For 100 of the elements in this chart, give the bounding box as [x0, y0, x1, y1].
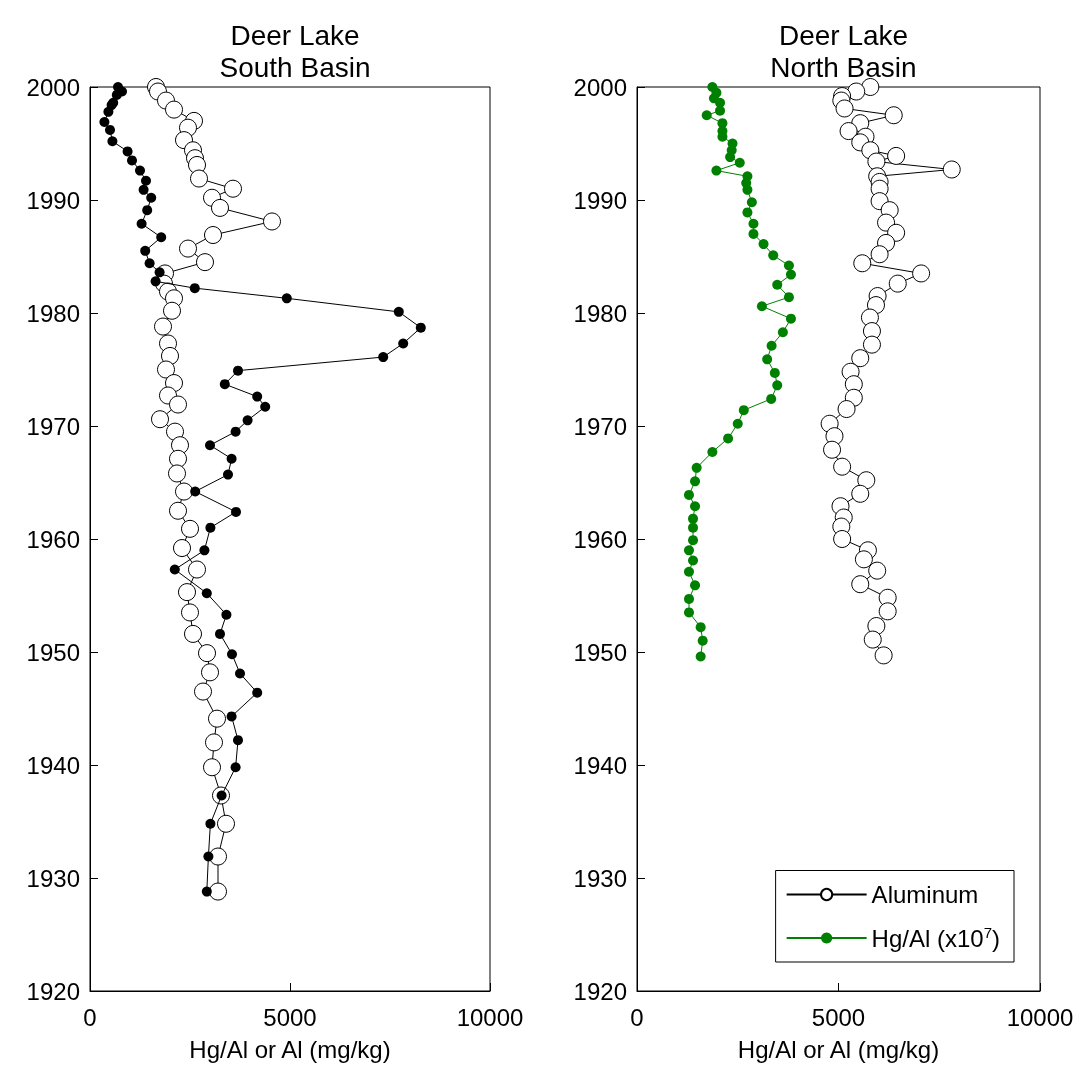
point [189, 283, 200, 294]
point [144, 258, 155, 269]
point [847, 82, 866, 101]
point [230, 426, 241, 437]
x-tick-label: 5000 [263, 1003, 317, 1031]
point [141, 175, 151, 186]
point [690, 501, 701, 512]
point [223, 469, 233, 480]
point [196, 253, 214, 272]
chart-title: Deer Lake South Basin [219, 19, 371, 83]
y-tick-label: 1930 [26, 864, 80, 892]
point [203, 851, 214, 862]
point [146, 192, 157, 203]
point [684, 593, 694, 604]
point [233, 735, 243, 746]
point [179, 239, 197, 258]
point [746, 197, 757, 208]
point [205, 818, 216, 829]
point [281, 293, 292, 304]
point [198, 644, 216, 663]
point [211, 198, 229, 217]
y-tick-label: 2000 [26, 73, 80, 101]
point [701, 110, 712, 121]
point [378, 352, 389, 363]
point [870, 245, 889, 264]
point [833, 457, 852, 476]
point [688, 513, 699, 524]
point [105, 124, 115, 135]
point [742, 207, 753, 218]
point [942, 160, 961, 179]
point [188, 560, 206, 579]
point [697, 635, 708, 646]
point [201, 663, 219, 682]
point [201, 588, 212, 599]
point [166, 422, 184, 441]
point [766, 393, 777, 404]
point [209, 882, 227, 901]
point [912, 264, 931, 283]
point [684, 545, 694, 556]
point [178, 583, 196, 602]
point [169, 449, 187, 468]
point [156, 232, 167, 243]
point [181, 519, 199, 538]
point [874, 646, 893, 665]
point [762, 354, 773, 365]
point [868, 561, 887, 580]
point [242, 415, 253, 426]
point [169, 564, 180, 575]
point [777, 327, 788, 338]
x-tick-label: 10000 [456, 1003, 524, 1031]
point [205, 522, 216, 533]
point [204, 226, 222, 245]
point [756, 301, 767, 312]
point [168, 464, 186, 483]
point [888, 274, 907, 293]
point [862, 335, 881, 354]
point [732, 418, 743, 429]
chart-title: Deer Lake North Basin [770, 19, 917, 83]
point [853, 254, 872, 273]
y-tick-label: 1970 [573, 412, 627, 440]
point [203, 758, 221, 777]
point [252, 687, 263, 698]
point [688, 535, 699, 546]
point [863, 630, 882, 649]
point [181, 603, 199, 622]
point [233, 365, 243, 376]
point [173, 539, 191, 558]
point [748, 218, 759, 229]
point [878, 602, 897, 621]
point [208, 709, 226, 728]
x-tick-label: 10000 [1006, 1003, 1074, 1031]
point [887, 223, 906, 242]
point [215, 628, 225, 639]
point [260, 401, 271, 412]
point [175, 482, 193, 501]
point [224, 179, 242, 198]
y-tick-label: 1980 [573, 299, 627, 327]
point [221, 609, 232, 620]
point [854, 550, 873, 569]
y-tick-label: 1970 [26, 412, 80, 440]
point [190, 486, 201, 497]
y-tick-label: 1990 [26, 186, 80, 214]
point [226, 453, 237, 464]
point [209, 847, 227, 866]
point [738, 405, 749, 416]
point [263, 212, 281, 231]
point [127, 155, 137, 166]
point [823, 440, 842, 459]
point [398, 338, 409, 349]
point [851, 575, 870, 594]
point [103, 106, 114, 117]
y-tick-label: 1940 [26, 751, 80, 779]
y-tick-label: 1950 [573, 638, 627, 666]
point [857, 471, 876, 490]
point [833, 530, 852, 548]
point [235, 668, 245, 679]
y-tick-label: 1950 [26, 638, 80, 666]
point [748, 228, 759, 239]
point [205, 733, 223, 752]
y-tick-label: 1960 [26, 525, 80, 553]
